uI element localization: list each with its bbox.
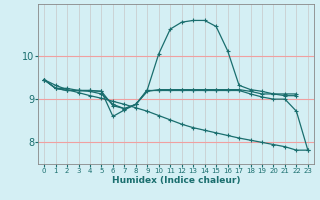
X-axis label: Humidex (Indice chaleur): Humidex (Indice chaleur) [112,176,240,185]
